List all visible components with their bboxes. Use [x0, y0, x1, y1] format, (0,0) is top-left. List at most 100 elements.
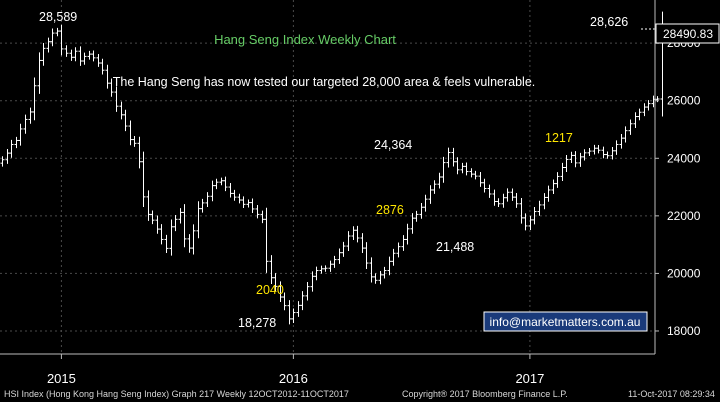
price-bar: [341, 241, 346, 257]
price-bar: [296, 301, 301, 317]
price-bar: [305, 281, 310, 301]
footer-copyright: Copyright® 2017 Bloomberg Finance L.P.: [402, 389, 568, 399]
price-bar: [137, 136, 142, 169]
footer-timestamp: 11-Oct-2017 08:29:34: [628, 389, 715, 399]
price-bar: [528, 215, 533, 230]
price-bar: [464, 162, 469, 176]
price-bar: [578, 152, 583, 167]
price-bar: [159, 224, 164, 245]
price-bar: [273, 273, 278, 291]
annotation-low-2016: 18,278: [238, 316, 276, 330]
price-bar: [328, 260, 333, 272]
price-bar: [423, 194, 428, 212]
annotation-2876: 2876: [376, 203, 404, 217]
price-bar: [319, 265, 324, 274]
price-bar: [605, 151, 610, 159]
price-bar: [169, 219, 174, 256]
price-bar: [551, 179, 556, 195]
price-bar: [573, 151, 578, 168]
price-bar: [446, 147, 451, 168]
price-bar: [401, 235, 406, 251]
chart-area: 180002000022000240002600028000 201520162…: [0, 0, 720, 386]
price-bar: [646, 100, 651, 111]
y-tick-label: 24000: [667, 151, 701, 165]
annotation-peak-2017: 28,626: [590, 15, 628, 29]
price-bar: [96, 53, 101, 67]
price-bar: [241, 196, 246, 209]
price-bar: [596, 145, 601, 154]
price-bar: [373, 273, 378, 284]
price-bar: [237, 193, 242, 204]
price-bar: [287, 300, 292, 325]
price-bar: [387, 256, 392, 276]
price-bar: [519, 198, 524, 224]
y-tick-label: 20000: [667, 266, 701, 280]
price-bar: [601, 146, 606, 159]
price-bar: [219, 177, 224, 186]
price-bar: [196, 201, 201, 239]
price-bar: [414, 210, 419, 222]
annotation-2040: 2040: [256, 283, 284, 297]
price-bar: [469, 168, 474, 178]
price-bar: [532, 207, 537, 225]
price-bar: [514, 192, 519, 208]
annotation-high-2016: 24,364: [374, 138, 412, 152]
price-bar: [614, 140, 619, 155]
price-bar: [187, 234, 192, 253]
price-bar: [482, 178, 487, 193]
price-bar: [291, 308, 296, 323]
price-bar: [633, 112, 638, 129]
price-bar: [628, 119, 633, 135]
price-bar: [569, 151, 574, 164]
price-bar: [428, 185, 433, 204]
price-bar: [437, 172, 442, 189]
price-bar: [78, 46, 83, 66]
price-bar: [419, 202, 424, 219]
x-tick-label: 2016: [279, 371, 308, 386]
price-bar: [369, 257, 374, 283]
annotation-1217: 1217: [545, 131, 573, 145]
price-bar: [455, 157, 460, 175]
price-bar: [264, 207, 269, 273]
contact-email[interactable]: info@marketmatters.com.au: [490, 315, 641, 329]
price-bar: [314, 266, 319, 281]
price-bar: [5, 148, 10, 164]
y-tick-label: 18000: [667, 324, 701, 338]
price-bar: [105, 64, 110, 89]
price-bar: [69, 49, 74, 61]
price-bar: [214, 178, 219, 190]
annotation-peak-2015: 28,589: [39, 10, 77, 24]
price-bar: [18, 123, 23, 146]
price-bar: [396, 242, 401, 258]
price-bar: [123, 109, 128, 132]
price-bar: [200, 198, 205, 213]
price-bar: [582, 149, 587, 161]
price-bar: [355, 225, 360, 243]
price-bar: [109, 78, 114, 97]
contact-box: [483, 311, 648, 332]
price-bar: [623, 126, 628, 143]
x-axis-ticks: 2015 2016 2017: [47, 354, 544, 386]
price-bar: [351, 226, 356, 240]
price-bar: [23, 114, 28, 134]
price-bar: [300, 291, 305, 311]
price-bar: [501, 193, 506, 208]
chart-subtitle: The Hang Seng has now tested our targete…: [113, 75, 536, 89]
price-bar: [210, 180, 215, 202]
price-bar: [555, 172, 560, 188]
price-bar: [46, 37, 51, 53]
x-tick-label: 2015: [47, 371, 76, 386]
last-price-box: [655, 23, 720, 44]
price-bar: [492, 189, 497, 206]
price-bar: [391, 248, 396, 266]
price-bars: [0, 11, 665, 325]
price-bar: [178, 208, 183, 224]
y-tick-label: 22000: [667, 209, 701, 223]
price-bar: [255, 205, 260, 219]
price-bar: [510, 188, 515, 201]
price-bar: [9, 139, 14, 158]
price-bar: [55, 27, 60, 37]
price-bar: [232, 189, 237, 201]
price-bar: [546, 185, 551, 202]
price-bar: [100, 58, 105, 75]
